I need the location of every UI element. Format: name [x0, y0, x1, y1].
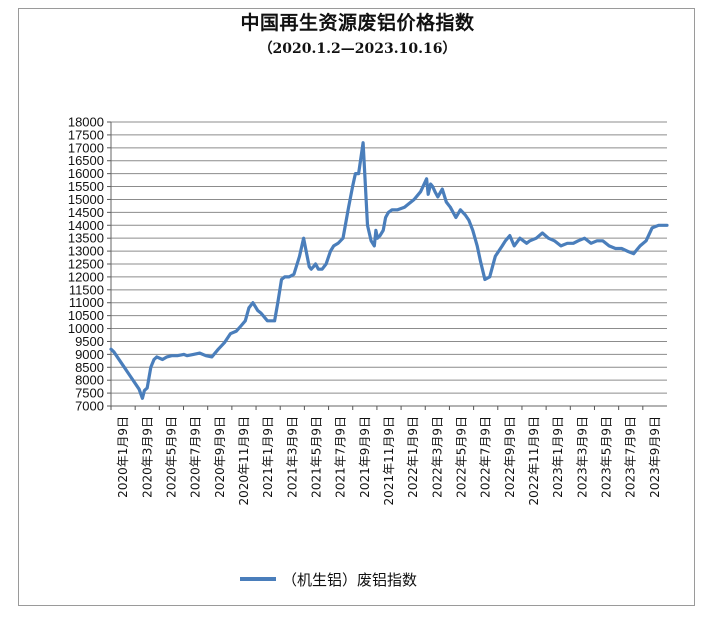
y-tick-label: 14000 [68, 218, 104, 233]
y-tick-label: 12000 [68, 269, 104, 284]
x-tick-label: 2021年9月9日 [358, 416, 372, 498]
x-tick-label: 2020年11月9日 [237, 416, 251, 505]
y-tick-labels: 7000750080008500900095001000010500110001… [68, 115, 104, 414]
y-tick-label: 9000 [75, 347, 104, 362]
y-tick-label: 13500 [68, 231, 104, 246]
y-tick-label: 17000 [68, 140, 104, 155]
x-tick-label: 2021年5月9日 [309, 416, 323, 498]
x-tick-label: 2023年5月9日 [600, 416, 614, 498]
legend-label: （机生铝）废铝指数 [282, 571, 417, 589]
x-tick-label: 2022年1月9日 [406, 416, 420, 498]
y-tick-label: 13000 [68, 244, 104, 259]
y-tick-label: 10500 [68, 308, 104, 323]
x-tick-label: 2020年9月9日 [213, 416, 227, 498]
x-tick-label: 2023年1月9日 [551, 416, 565, 498]
x-tick-labels: 2020年1月9日 2020年3月9日 2020年5月9日 2020年7月9日 2020… [116, 416, 662, 505]
x-tick-label: 2020年1月9日 [116, 416, 130, 498]
y-tick-label: 8500 [75, 360, 104, 375]
legend: （机生铝）废铝指数 [240, 571, 417, 589]
x-tick-label: 2021年7月9日 [334, 416, 348, 498]
x-tick-label: 2020年5月9日 [164, 416, 178, 498]
chart-frame [18, 8, 695, 606]
y-tick-label: 15000 [68, 192, 104, 207]
chart-title: 中国再生资源废铝价格指数 [240, 12, 475, 34]
grid-lines [107, 121, 667, 407]
y-tick-label: 8000 [75, 373, 104, 388]
y-tick-label: 16500 [68, 153, 104, 168]
y-tick-label: 16000 [68, 166, 104, 181]
y-tick-label: 15500 [68, 179, 104, 194]
y-tick-label: 11000 [69, 295, 104, 310]
axes [110, 122, 667, 410]
x-tick-label: 2021年11月9日 [382, 416, 396, 505]
x-tick-label: 2022年5月9日 [455, 416, 469, 498]
x-tick-label: 2023年3月9日 [575, 416, 589, 498]
y-tick-label: 18000 [68, 115, 104, 130]
x-tick-label: 2022年9月9日 [503, 416, 517, 498]
x-tick-label: 2022年11月9日 [527, 416, 541, 505]
chart-subtitle: （2020.1.2—2023.10.16） [258, 41, 457, 57]
y-tick-label: 12500 [68, 257, 104, 272]
series-line [109, 141, 669, 400]
series-layer [109, 141, 669, 400]
x-tick-label: 2020年7月9日 [189, 416, 203, 498]
y-tick-label: 7000 [75, 399, 104, 414]
x-tick-label: 2021年3月9日 [285, 416, 299, 498]
y-tick-label: 9500 [75, 334, 104, 349]
x-tick-label: 2021年1月9日 [261, 416, 275, 498]
x-tick-label: 2023年9月9日 [648, 416, 662, 498]
y-tick-label: 10000 [68, 321, 104, 336]
x-tick-label: 2022年3月9日 [430, 416, 444, 498]
y-tick-label: 14500 [68, 205, 104, 220]
y-tick-label: 11500 [69, 282, 104, 297]
x-tick-label: 2020年3月9日 [140, 416, 154, 498]
y-tick-label: 7500 [75, 386, 104, 401]
y-tick-label: 17500 [68, 127, 104, 142]
x-tick-label: 2023年7月9日 [624, 416, 638, 498]
x-tick-label: 2022年7月9日 [479, 416, 493, 498]
